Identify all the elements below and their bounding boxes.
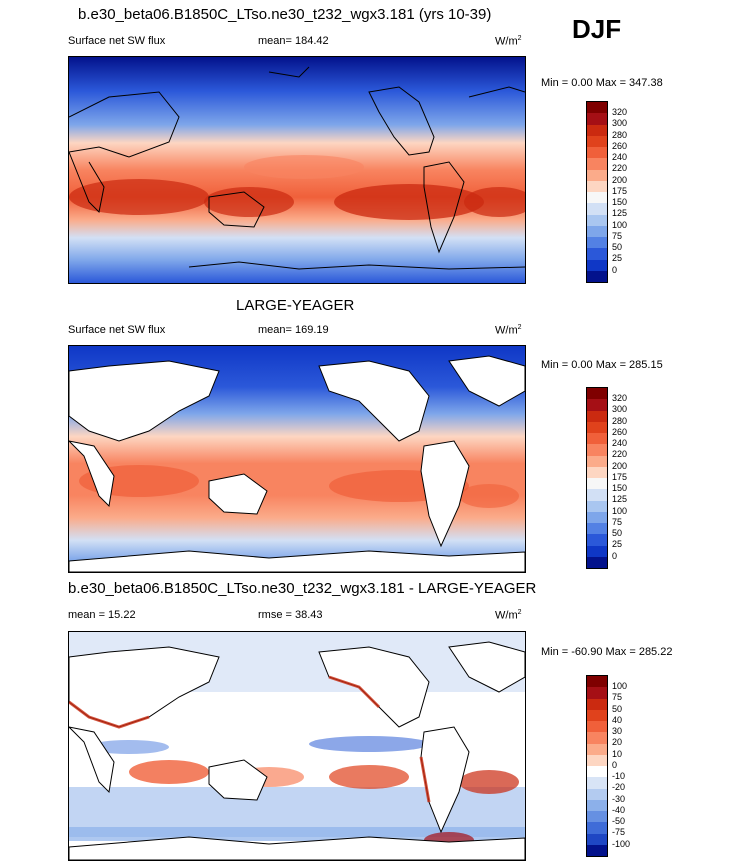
panel1-map <box>68 56 526 284</box>
panel3-cb-label: 20 <box>612 737 623 747</box>
panel3-map <box>68 631 526 861</box>
panel1-cb-label: 125 <box>612 208 628 218</box>
panel3-cb-label: -30 <box>612 794 626 804</box>
panel1-cb-label: 260 <box>612 141 628 151</box>
panel1-cb-label: 220 <box>612 163 628 173</box>
panel3-cb-label: -100 <box>612 839 631 849</box>
panel2-cb-label: 125 <box>612 494 628 504</box>
panel1-cb-label: 50 <box>612 242 623 252</box>
panel1-colorbar <box>586 101 608 283</box>
panel2-map-field <box>69 346 525 572</box>
panel2-variable-label: Surface net SW flux <box>68 324 166 336</box>
panel3-cb-label: 40 <box>612 715 623 725</box>
panel1-mean-label: mean= 184.42 <box>258 35 329 47</box>
panel2-cb-label: 320 <box>612 393 628 403</box>
panel2-cb-label: 260 <box>612 427 628 437</box>
panel1-cb-label: 320 <box>612 107 628 117</box>
panel3-cb-label: -50 <box>612 816 626 826</box>
panel2-colorbar <box>586 387 608 569</box>
panel1-minmax: Min = 0.00 Max = 347.38 <box>541 77 663 89</box>
panel1-cb-label: 280 <box>612 130 628 140</box>
panel2-cb-label: 150 <box>612 483 628 493</box>
panel2-cb-label: 75 <box>612 517 623 527</box>
panel3-cb-label: 10 <box>612 749 623 759</box>
panel3-cb-label: -75 <box>612 827 626 837</box>
panel2-map <box>68 345 526 573</box>
panel1-cb-label: 0 <box>612 265 618 275</box>
panel1-cb-label: 300 <box>612 118 628 128</box>
panel3-cb-label: -10 <box>612 771 626 781</box>
panel1-units: W/m2 <box>495 35 522 48</box>
panel1-cb-label: 240 <box>612 152 628 162</box>
panel1-cb-label: 150 <box>612 197 628 207</box>
panel2-cb-label: 220 <box>612 449 628 459</box>
panel2-title: LARGE-YEAGER <box>236 297 355 314</box>
panel2-mean-label: mean= 169.19 <box>258 324 329 336</box>
panel2-units: W/m2 <box>495 324 522 337</box>
panel1-cb-label: 175 <box>612 186 628 196</box>
panel2-cb-label: 280 <box>612 416 628 426</box>
panel1-map-field <box>69 57 525 283</box>
panel2-cb-label: 175 <box>612 472 628 482</box>
panel3-cb-label: -20 <box>612 782 626 792</box>
panel2-minmax: Min = 0.00 Max = 285.15 <box>541 359 663 371</box>
panel3-map-field <box>69 632 525 860</box>
panel1-cb-label: 200 <box>612 175 628 185</box>
panel3-colorbar <box>586 675 608 857</box>
panel2-cb-label: 25 <box>612 539 623 549</box>
panel3-units: W/m2 <box>495 609 522 622</box>
panel3-rmse-label: rmse = 38.43 <box>258 609 323 621</box>
panel3-cb-label: 30 <box>612 726 623 736</box>
panel2-cb-label: 240 <box>612 438 628 448</box>
panel2-cb-label: 0 <box>612 551 618 561</box>
panel3-mean-label: mean = 15.22 <box>68 609 136 621</box>
panel2-cb-label: 100 <box>612 506 628 516</box>
panel1-variable-label: Surface net SW flux <box>68 35 166 47</box>
panel1-cb-label: 75 <box>612 231 623 241</box>
panel3-cb-label: -40 <box>612 805 626 815</box>
panel3-cb-label: 0 <box>612 760 618 770</box>
panel3-minmax: Min = -60.90 Max = 285.22 <box>541 646 673 658</box>
panel2-cb-label: 300 <box>612 404 628 414</box>
panel1-cb-label: 25 <box>612 253 623 263</box>
panel2-cb-label: 200 <box>612 461 628 471</box>
panel3-cb-label: 50 <box>612 704 623 714</box>
panel3-cb-label: 100 <box>612 681 628 691</box>
panel2-cb-label: 50 <box>612 528 623 538</box>
season-label: DJF <box>572 14 622 44</box>
panel3-title: b.e30_beta06.B1850C_LTso.ne30_t232_wgx3.… <box>68 580 537 597</box>
panel3-cb-label: 75 <box>612 692 623 702</box>
panel1-cb-label: 100 <box>612 220 628 230</box>
panel1-title: b.e30_beta06.B1850C_LTso.ne30_t232_wgx3.… <box>78 6 492 23</box>
